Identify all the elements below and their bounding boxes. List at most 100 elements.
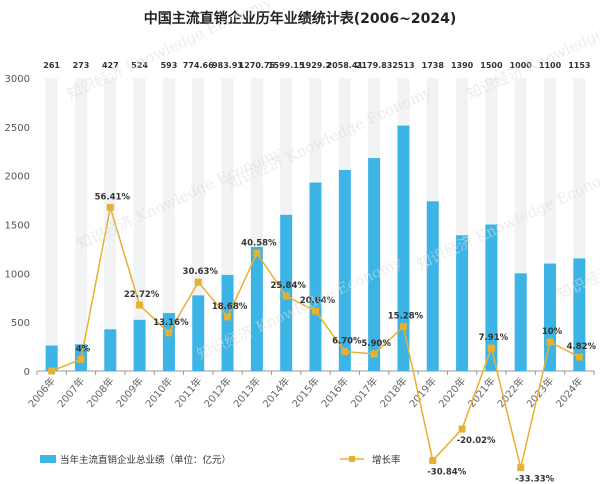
background-column bbox=[162, 78, 175, 371]
bar bbox=[192, 295, 205, 371]
bar bbox=[250, 246, 263, 371]
growth-label: -20.02% bbox=[457, 436, 496, 446]
growth-label: 13.16% bbox=[153, 318, 189, 328]
growth-point bbox=[224, 313, 232, 321]
bar bbox=[544, 263, 557, 371]
background-column bbox=[104, 78, 117, 371]
growth-point bbox=[106, 203, 114, 211]
legend-line-marker bbox=[349, 456, 355, 462]
background-column bbox=[74, 78, 87, 371]
growth-label: 22.72% bbox=[124, 290, 160, 300]
bar-value-label: 261 bbox=[43, 61, 60, 70]
bar-value-label: 1500 bbox=[480, 61, 503, 70]
x-tick-label: 2011年 bbox=[172, 375, 205, 411]
growth-point bbox=[282, 292, 290, 300]
growth-point bbox=[312, 307, 319, 315]
growth-label: 10% bbox=[542, 327, 563, 337]
x-tick-label: 2008年 bbox=[84, 375, 117, 411]
growth-point bbox=[165, 329, 173, 337]
growth-label: -30.84% bbox=[427, 467, 466, 477]
growth-label: 20.64% bbox=[300, 296, 336, 306]
x-tick-label: 2010年 bbox=[142, 375, 175, 411]
bar-value-label: 1100 bbox=[539, 61, 562, 70]
x-tick-label: 2023年 bbox=[524, 375, 557, 411]
x-tick-label: 2018年 bbox=[377, 375, 410, 411]
x-tick-label: 2017年 bbox=[348, 375, 381, 411]
bar bbox=[368, 158, 381, 371]
chart-title: 中国主流直销企业历年业绩统计表(2006~2024) bbox=[143, 11, 457, 27]
bar bbox=[104, 329, 117, 371]
watermark: 知识经济 Knowledge Economy bbox=[414, 163, 600, 274]
bar bbox=[456, 235, 469, 371]
bar-value-label: 1000 bbox=[510, 61, 533, 70]
bar-value-label: 774.66 bbox=[183, 61, 214, 70]
bar bbox=[485, 224, 498, 371]
bar-value-label: 1738 bbox=[422, 61, 445, 70]
bar-value-label: 273 bbox=[73, 61, 90, 70]
x-tick-label: 2020年 bbox=[436, 375, 469, 411]
bar bbox=[221, 274, 234, 371]
growth-point bbox=[136, 301, 144, 309]
growth-label: -33.33% bbox=[515, 475, 554, 484]
x-tick-label: 2016年 bbox=[318, 375, 351, 411]
y-tick-label: 1500 bbox=[5, 221, 30, 232]
x-tick-label: 2014年 bbox=[260, 375, 293, 411]
growth-point bbox=[517, 464, 525, 472]
x-tick-label: 2015年 bbox=[289, 375, 322, 411]
growth-point bbox=[546, 338, 554, 346]
legend-line-label: 增长率 bbox=[372, 454, 401, 466]
x-tick-label: 2007年 bbox=[55, 375, 88, 411]
growth-label: 5.90% bbox=[361, 339, 391, 349]
y-tick-label: 3000 bbox=[5, 74, 30, 85]
legend-bar-swatch bbox=[40, 455, 56, 463]
bar bbox=[45, 345, 58, 371]
bar-value-label: 2058.41 bbox=[327, 61, 364, 70]
growth-label: 7.91% bbox=[479, 333, 509, 343]
growth-point bbox=[458, 425, 466, 433]
x-tick-label: 2021年 bbox=[465, 375, 498, 411]
bar-value-label: 593 bbox=[161, 61, 178, 70]
x-tick-label: 2006年 bbox=[25, 375, 58, 411]
growth-label: 4% bbox=[76, 344, 91, 354]
y-tick-label: 1000 bbox=[5, 269, 30, 280]
x-tick-label: 2012年 bbox=[201, 375, 234, 411]
growth-label: 15.28% bbox=[388, 312, 424, 322]
growth-point bbox=[77, 355, 85, 363]
growth-label: 25.84% bbox=[270, 281, 306, 291]
y-tick-label: 500 bbox=[11, 318, 30, 329]
bar-value-label: 1929.2 bbox=[300, 61, 331, 70]
background-column bbox=[45, 78, 58, 371]
bar-value-label: 983.91 bbox=[212, 61, 243, 70]
bar-value-label: 1599.15 bbox=[268, 61, 305, 70]
bar bbox=[426, 201, 439, 371]
bar bbox=[397, 125, 410, 372]
growth-point bbox=[429, 456, 437, 464]
bar-value-label: 1270.75 bbox=[239, 61, 276, 70]
background-column bbox=[133, 78, 146, 371]
bar-value-label: 1390 bbox=[451, 61, 474, 70]
growth-label: 4.82% bbox=[567, 342, 597, 352]
bar-value-label: 2179.83 bbox=[356, 61, 392, 70]
y-tick-label: 0 bbox=[24, 367, 30, 378]
x-tick-label: 2009年 bbox=[113, 375, 146, 411]
growth-point bbox=[341, 348, 349, 356]
growth-point bbox=[253, 249, 261, 257]
background-column bbox=[250, 78, 263, 371]
bar-value-label: 427 bbox=[102, 61, 119, 70]
growth-point bbox=[487, 344, 495, 352]
growth-label: 18.68% bbox=[212, 302, 248, 312]
growth-point bbox=[370, 350, 378, 358]
bar-value-label: 2513 bbox=[392, 61, 414, 70]
y-tick-label: 2500 bbox=[5, 123, 30, 134]
bar bbox=[573, 258, 586, 371]
bar bbox=[133, 319, 146, 371]
growth-point bbox=[399, 323, 407, 331]
growth-label: 40.58% bbox=[241, 238, 277, 248]
growth-label: 30.63% bbox=[183, 267, 219, 277]
growth-label: 56.41% bbox=[95, 192, 131, 202]
bar-value-label: 1153 bbox=[568, 61, 590, 70]
bar-value-label: 524 bbox=[131, 61, 148, 70]
x-tick-label: 2019年 bbox=[406, 375, 439, 411]
